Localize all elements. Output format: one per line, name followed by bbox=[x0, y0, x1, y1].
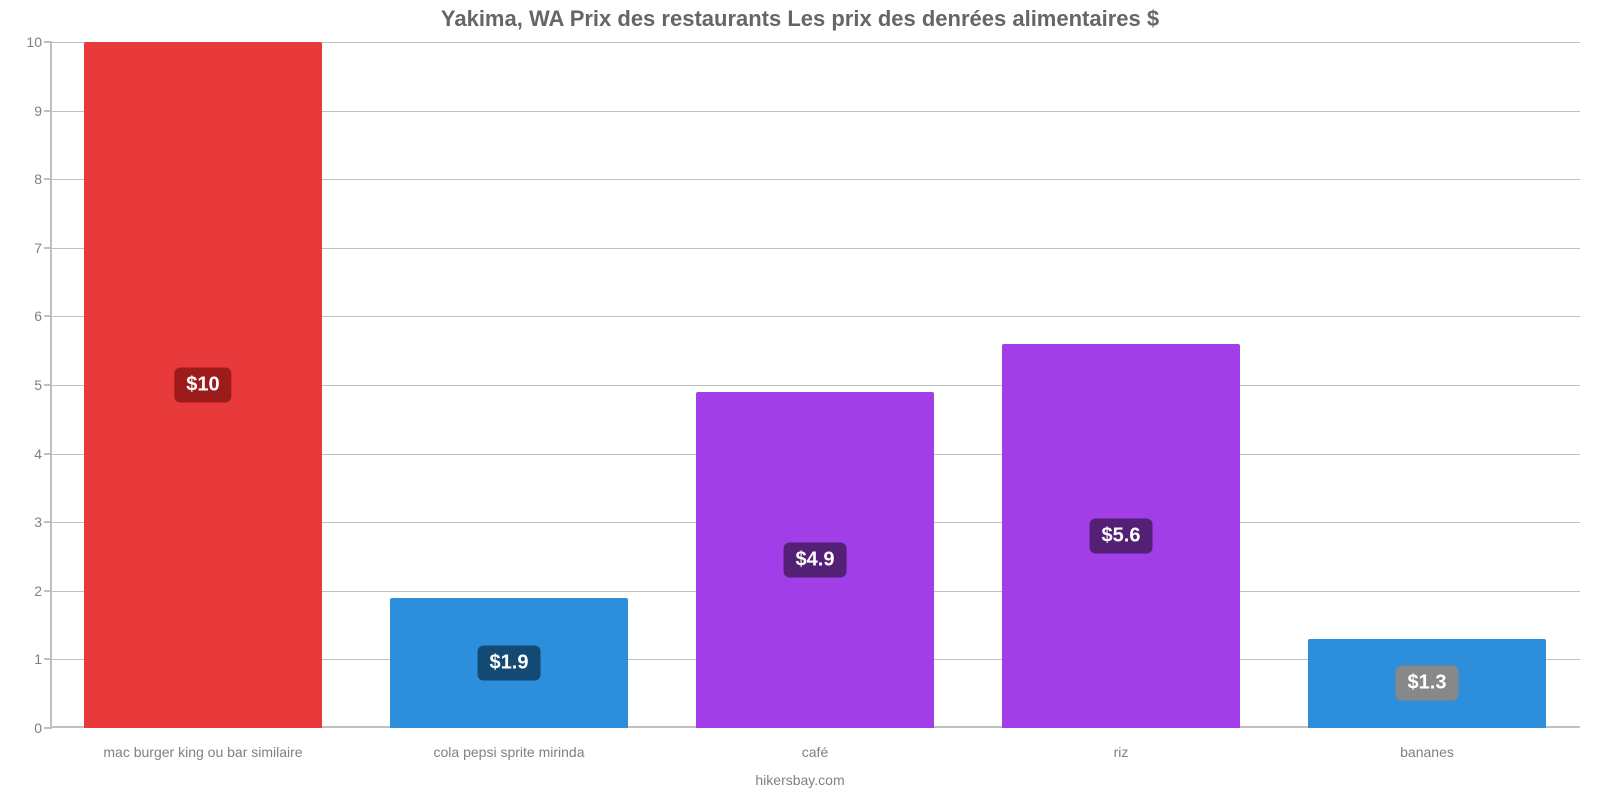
y-tick-label: 8 bbox=[12, 171, 42, 187]
y-tick-label: 10 bbox=[12, 34, 42, 50]
bar: $10 bbox=[84, 42, 323, 728]
y-tick-label: 7 bbox=[12, 240, 42, 256]
x-axis-label: bananes bbox=[1274, 744, 1580, 760]
chart-credit: hikersbay.com bbox=[0, 772, 1600, 788]
y-tick-label: 1 bbox=[12, 651, 42, 667]
y-tick-label: 5 bbox=[12, 377, 42, 393]
plot-area: 012345678910 $10$1.9$4.9$5.6$1.3 bbox=[50, 42, 1580, 728]
bar-slot: $1.3 bbox=[1274, 42, 1580, 728]
bar-slot: $5.6 bbox=[968, 42, 1274, 728]
bar-slot: $4.9 bbox=[662, 42, 968, 728]
y-tick-label: 0 bbox=[12, 720, 42, 736]
x-axis-label: cola pepsi sprite mirinda bbox=[356, 744, 662, 760]
x-axis-labels: mac burger king ou bar similairecola pep… bbox=[50, 744, 1580, 760]
value-badge: $1.9 bbox=[478, 645, 541, 680]
bar-slot: $10 bbox=[50, 42, 356, 728]
x-axis-label: café bbox=[662, 744, 968, 760]
y-tick-label: 4 bbox=[12, 446, 42, 462]
y-tick-label: 3 bbox=[12, 514, 42, 530]
bar: $1.9 bbox=[390, 598, 629, 728]
bar: $4.9 bbox=[696, 392, 935, 728]
price-bar-chart: Yakima, WA Prix des restaurants Les prix… bbox=[0, 0, 1600, 800]
x-axis-label: mac burger king ou bar similaire bbox=[50, 744, 356, 760]
value-badge: $10 bbox=[174, 368, 231, 403]
bars-container: $10 $1.9 $4.9 $5.6 $1.3 bbox=[50, 42, 1580, 728]
x-axis-label: riz bbox=[968, 744, 1274, 760]
bar: $5.6 bbox=[1002, 344, 1241, 728]
y-tick-label: 2 bbox=[12, 583, 42, 599]
value-badge: $4.9 bbox=[784, 542, 847, 577]
y-tick-label: 9 bbox=[12, 103, 42, 119]
bar-slot: $1.9 bbox=[356, 42, 662, 728]
y-tick-label: 6 bbox=[12, 308, 42, 324]
bar: $1.3 bbox=[1308, 639, 1547, 728]
chart-title: Yakima, WA Prix des restaurants Les prix… bbox=[0, 0, 1600, 32]
value-badge: $5.6 bbox=[1090, 518, 1153, 553]
value-badge: $1.3 bbox=[1396, 666, 1459, 701]
